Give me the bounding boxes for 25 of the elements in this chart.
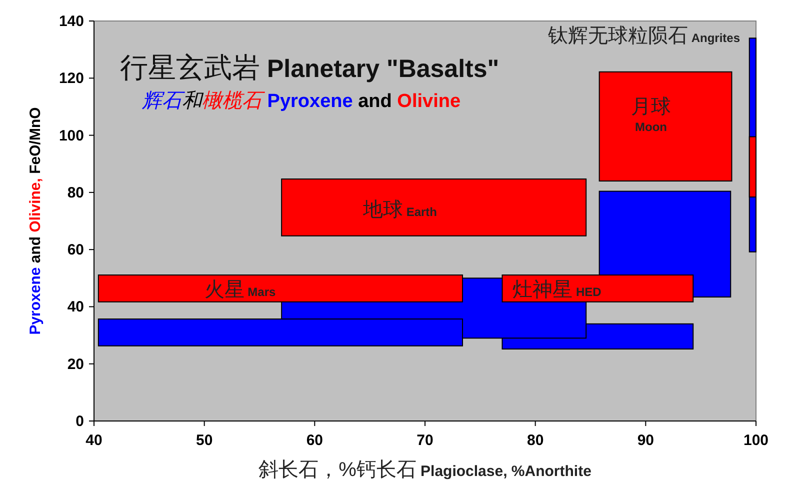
y-tick-label: 140 — [58, 13, 84, 30]
y-tick-label: 0 — [76, 413, 84, 430]
x-tick-label: 50 — [196, 432, 213, 449]
annotation: 钛辉无球粒陨石 Angrites — [546, 25, 740, 47]
x-tick-label: 100 — [743, 432, 769, 449]
x-tick-label: 70 — [416, 432, 434, 449]
annotation: 火星 Mars — [204, 279, 276, 301]
annotation: 灶神星 HED — [512, 279, 602, 301]
y-tick-label: 120 — [58, 70, 84, 88]
x-tick-label: 60 — [306, 432, 324, 449]
text: 辉石和橄榄石 Pyroxene and Olivine — [141, 90, 461, 112]
y-axis-title: Pyroxene and Olivine, FeO/MnO — [27, 106, 44, 335]
x-axis-title: 斜长石，%钙长石 Plagioclase, %Anorthite — [258, 459, 592, 481]
x-tick-label: 80 — [526, 432, 544, 449]
text: 行星玄武岩 Planetary "Basalts" — [120, 52, 500, 83]
y-tick-label: 40 — [67, 298, 84, 316]
y-tick-label: 20 — [67, 356, 84, 373]
annotation: 月球 — [631, 96, 671, 118]
y-tick-label: 80 — [67, 184, 84, 202]
x-tick-label: 40 — [86, 432, 102, 449]
annotation: 地球 Earth — [362, 199, 438, 221]
y-tick-label: 100 — [58, 127, 84, 144]
annotation: Moon — [635, 120, 667, 134]
y-tick-label: 60 — [67, 242, 84, 259]
x-tick-label: 90 — [637, 432, 654, 449]
